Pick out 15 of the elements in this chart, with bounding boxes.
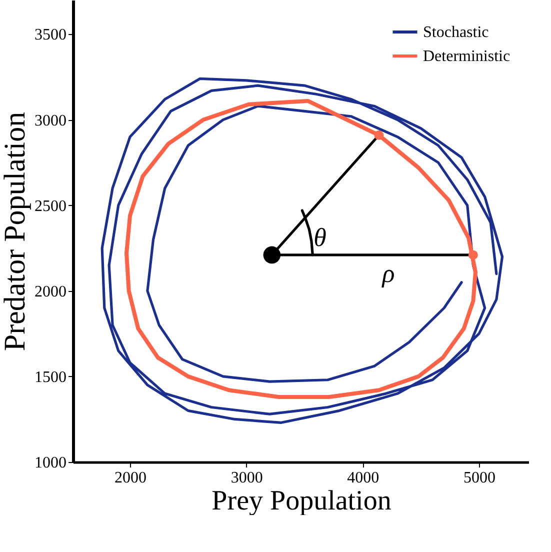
y-tick-label: 1000: [34, 454, 66, 472]
x-tick-label: 3000: [230, 470, 263, 486]
x-tick-label: 5000: [463, 470, 496, 486]
annotation: ρ: [381, 258, 395, 288]
y-tick-label: 3000: [34, 112, 66, 130]
annotation: θ: [314, 223, 327, 252]
x-tick-label: 4000: [347, 470, 380, 486]
legend-label: Stochastic: [423, 24, 489, 41]
y-tick-label: 2000: [34, 283, 66, 300]
legend-label: Deterministic: [423, 48, 510, 65]
y-axis-title: Predator Population: [0, 112, 32, 352]
y-tick-label: 2500: [34, 198, 66, 215]
y-tick-label: 3500: [34, 26, 66, 44]
x-tick-label: 2000: [114, 470, 146, 486]
y-tick-label: 1500: [34, 368, 66, 386]
